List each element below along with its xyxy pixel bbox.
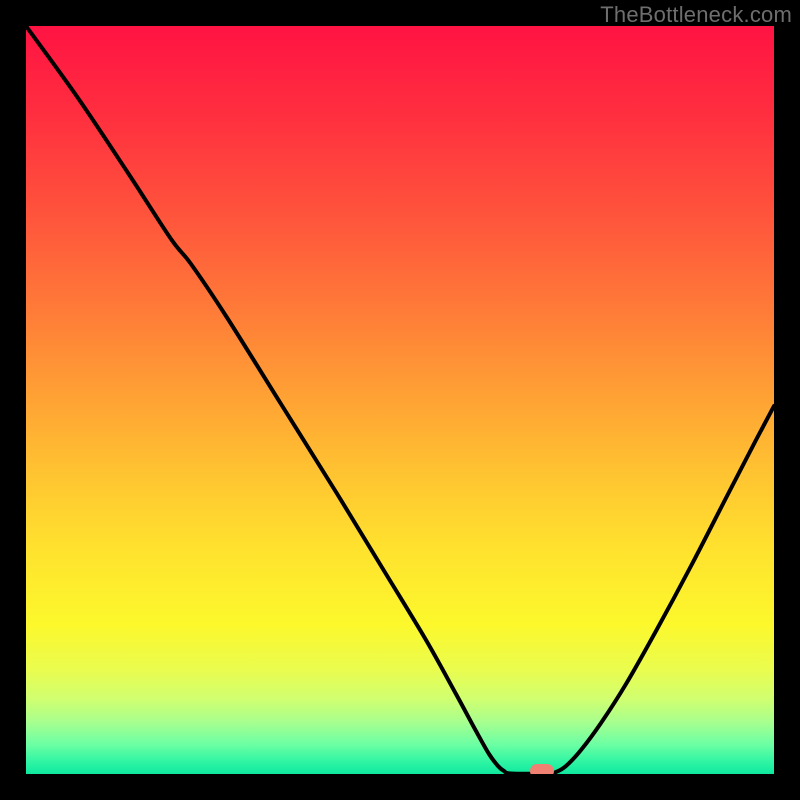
bottleneck-curve <box>26 26 774 774</box>
optimum-marker <box>530 764 554 774</box>
plot-area <box>26 26 774 774</box>
watermark-text: TheBottleneck.com <box>600 2 792 28</box>
chart-frame: TheBottleneck.com <box>0 0 800 800</box>
